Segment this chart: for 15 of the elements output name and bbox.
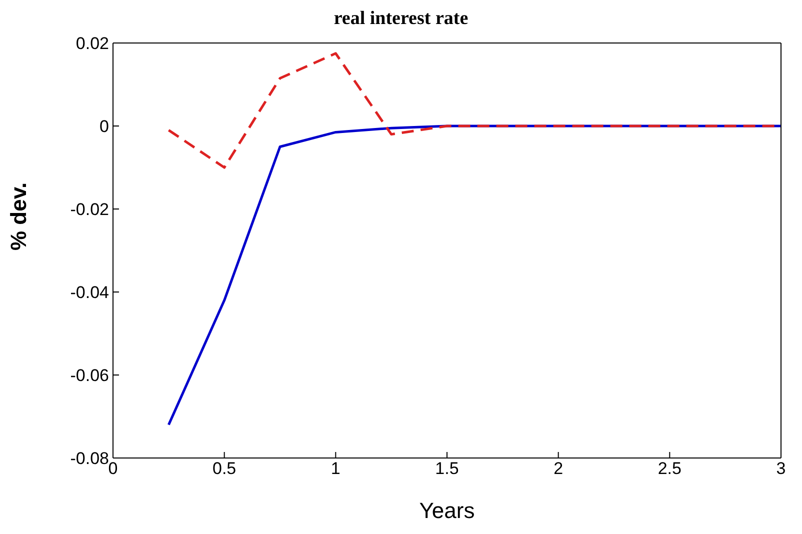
y-tick-label: -0.02 xyxy=(70,200,109,220)
y-tick-label: 0 xyxy=(100,117,109,136)
chart-title: real interest rate xyxy=(332,8,470,30)
y-tick-label: 0.02 xyxy=(76,34,109,54)
y-axis-title: % dev. xyxy=(6,182,31,250)
x-tick-label: 1 xyxy=(330,459,340,478)
x-tick-label: 1.5 xyxy=(435,459,459,478)
y-tick-label: -0.06 xyxy=(70,366,109,386)
x-tick-label: 3 xyxy=(776,459,786,478)
y-tick-label: -0.08 xyxy=(70,449,109,468)
x-tick-label: 2.5 xyxy=(658,459,682,478)
x-axis-title: Years xyxy=(419,498,475,523)
x-tick-label: 0.5 xyxy=(212,459,236,478)
y-tick-label: -0.04 xyxy=(70,283,109,302)
x-tick-label: 2 xyxy=(554,459,564,478)
